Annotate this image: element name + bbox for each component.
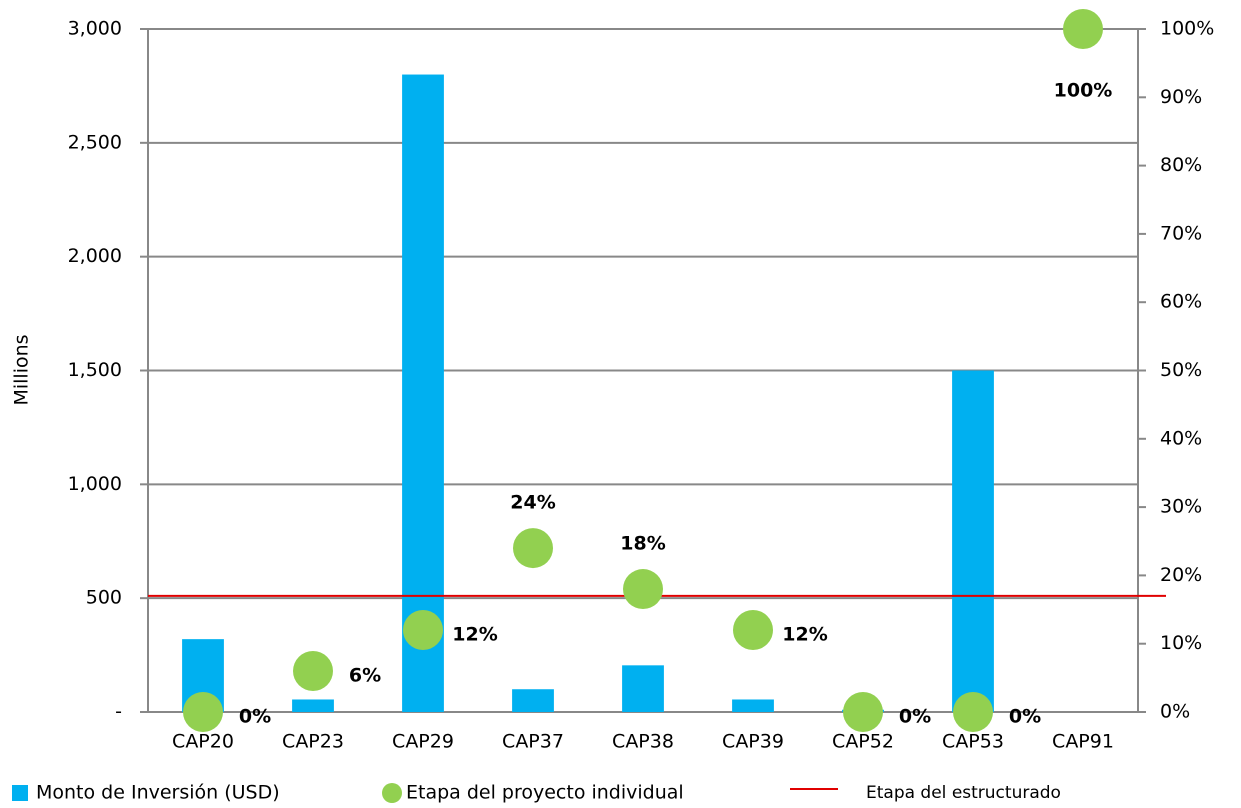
y2-tick-label: 50% bbox=[1160, 359, 1202, 381]
bar bbox=[512, 689, 554, 712]
data-label: 18% bbox=[620, 533, 665, 555]
y-tick-label: 1,500 bbox=[68, 359, 122, 381]
legend-label: Monto de Inversión (USD) bbox=[36, 782, 280, 804]
point bbox=[513, 528, 553, 569]
y2-tick-label: 90% bbox=[1160, 86, 1202, 108]
y-tick-label: - bbox=[115, 701, 122, 723]
legend-label: Etapa del proyecto individual bbox=[406, 782, 684, 804]
y-tick-label: 1,000 bbox=[68, 473, 122, 495]
y2-tick-label: 80% bbox=[1160, 154, 1202, 176]
point bbox=[953, 692, 993, 732]
data-label: 12% bbox=[782, 624, 827, 646]
x-tick-label: CAP37 bbox=[502, 731, 564, 753]
y2-tick-label: 30% bbox=[1160, 496, 1202, 518]
x-tick-label: CAP29 bbox=[392, 731, 454, 753]
data-label: 0% bbox=[899, 706, 931, 728]
point bbox=[623, 569, 663, 610]
y-tick-label: 2,500 bbox=[68, 131, 122, 153]
data-label: 24% bbox=[510, 492, 555, 514]
bar bbox=[402, 74, 444, 713]
data-label: 12% bbox=[452, 624, 497, 646]
legend-swatch bbox=[382, 783, 402, 803]
x-tick-label: CAP38 bbox=[612, 731, 674, 753]
bar bbox=[622, 665, 664, 712]
y2-tick-label: 40% bbox=[1160, 427, 1202, 449]
point bbox=[1063, 9, 1103, 49]
y2-tick-label: 70% bbox=[1160, 222, 1202, 244]
y2-tick-label: 20% bbox=[1160, 564, 1202, 586]
point bbox=[733, 610, 773, 651]
y2-tick-label: 100% bbox=[1160, 18, 1214, 40]
y2-tick-label: 60% bbox=[1160, 291, 1202, 313]
bar bbox=[952, 370, 994, 712]
y2-tick-label: 10% bbox=[1160, 632, 1202, 654]
x-tick-label: CAP53 bbox=[942, 731, 1004, 753]
data-label: 0% bbox=[1009, 706, 1041, 728]
y-tick-label: 3,000 bbox=[68, 18, 122, 40]
x-tick-label: CAP52 bbox=[832, 731, 894, 753]
data-label: 0% bbox=[239, 706, 271, 728]
x-tick-label: CAP20 bbox=[172, 731, 234, 753]
data-label: 6% bbox=[349, 665, 381, 687]
legend-label: Etapa del estructurado bbox=[866, 783, 1061, 803]
x-tick-label: CAP91 bbox=[1052, 731, 1114, 753]
y-tick-label: 2,000 bbox=[68, 245, 122, 267]
bar bbox=[292, 699, 334, 712]
legend-swatch bbox=[12, 785, 28, 801]
point bbox=[843, 692, 883, 732]
x-tick-label: CAP23 bbox=[282, 731, 344, 753]
data-label: 100% bbox=[1054, 80, 1113, 102]
point bbox=[293, 651, 333, 692]
point bbox=[183, 692, 223, 732]
bar bbox=[732, 699, 774, 712]
x-tick-label: CAP39 bbox=[722, 731, 784, 753]
y2-tick-label: 0% bbox=[1160, 701, 1190, 723]
y-tick-label: 500 bbox=[86, 587, 122, 609]
y-axis-label: Millions bbox=[11, 334, 33, 405]
point bbox=[403, 610, 443, 651]
